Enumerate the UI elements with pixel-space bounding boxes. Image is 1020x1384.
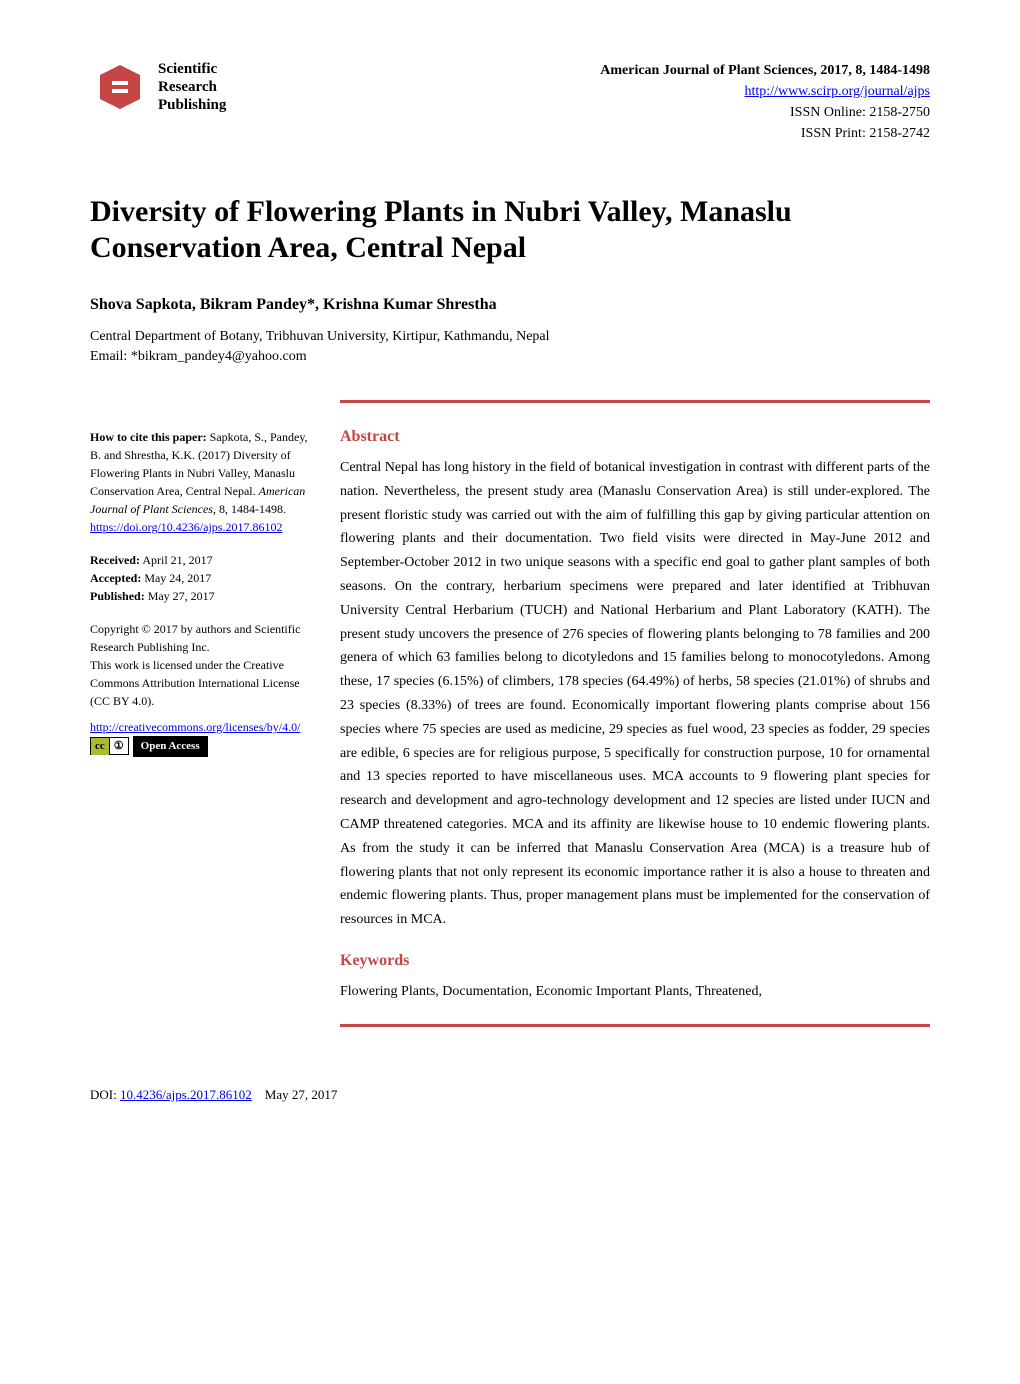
page-footer: DOI: 10.4236/ajps.2017.86102 May 27, 201…	[90, 1087, 930, 1103]
footer-doi-link[interactable]: 10.4236/ajps.2017.86102	[120, 1087, 252, 1102]
published-label: Published:	[90, 589, 145, 603]
accepted-label: Accepted:	[90, 571, 141, 585]
copyright-block: Copyright © 2017 by authors and Scientif…	[90, 620, 315, 710]
divider-bottom	[340, 1024, 930, 1027]
cite-vol: , 8, 1484-1498.	[213, 502, 286, 516]
citation-block: How to cite this paper: Sapkota, S., Pan…	[90, 428, 315, 536]
abstract-section: Abstract Central Nepal has long history …	[340, 428, 930, 1004]
keywords-heading: Keywords	[340, 952, 930, 970]
page-header: Scientific Research Publishing American …	[90, 60, 930, 144]
cite-label: How to cite this paper:	[90, 430, 207, 444]
cc-license-link[interactable]: http://creativecommons.org/licenses/by/4…	[90, 720, 300, 734]
publisher-logo: Scientific Research Publishing	[90, 60, 226, 114]
license-badges: cc ① Open Access	[90, 736, 315, 757]
cc-badge-icon: cc ①	[90, 737, 129, 755]
divider-top	[340, 400, 930, 403]
published-date: May 27, 2017	[145, 589, 215, 603]
dates-block: Received: April 21, 2017 Accepted: May 2…	[90, 551, 315, 605]
open-access-badge: Open Access	[133, 736, 208, 757]
paper-email: Email: *bikram_pandey4@yahoo.com	[90, 349, 930, 365]
paper-authors: Shova Sapkota, Bikram Pandey*, Krishna K…	[90, 296, 930, 314]
issn-online: ISSN Online: 2158-2750	[600, 102, 930, 123]
abstract-heading: Abstract	[340, 428, 930, 446]
doi-link[interactable]: https://doi.org/10.4236/ajps.2017.86102	[90, 520, 282, 534]
keywords-text: Flowering Plants, Documentation, Economi…	[340, 980, 930, 1004]
abstract-text: Central Nepal has long history in the fi…	[340, 456, 930, 932]
journal-url-link[interactable]: http://www.scirp.org/journal/ajps	[745, 84, 930, 99]
footer-date: May 27, 2017	[252, 1087, 338, 1102]
journal-info: American Journal of Plant Sciences, 2017…	[600, 60, 930, 144]
journal-title: American Journal of Plant Sciences, 2017…	[600, 60, 930, 81]
paper-title: Diversity of Flowering Plants in Nubri V…	[90, 194, 930, 266]
footer-doi-label: DOI:	[90, 1087, 120, 1102]
srp-logo-icon	[90, 61, 150, 113]
publisher-logo-text: Scientific Research Publishing	[158, 60, 226, 114]
sidebar: How to cite this paper: Sapkota, S., Pan…	[90, 428, 315, 1004]
issn-print: ISSN Print: 2158-2742	[600, 123, 930, 144]
paper-affiliation: Central Department of Botany, Tribhuvan …	[90, 329, 930, 345]
accepted-date: May 24, 2017	[141, 571, 211, 585]
received-date: April 21, 2017	[140, 553, 213, 567]
main-content: How to cite this paper: Sapkota, S., Pan…	[90, 428, 930, 1004]
received-label: Received:	[90, 553, 140, 567]
